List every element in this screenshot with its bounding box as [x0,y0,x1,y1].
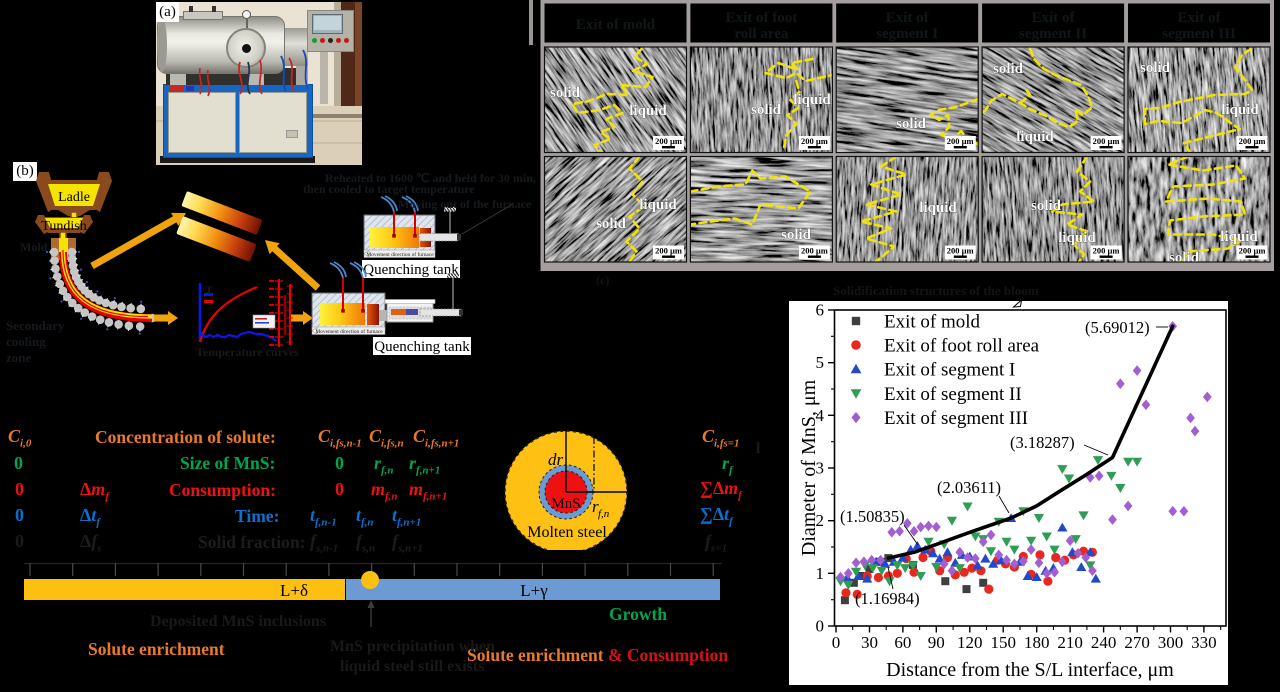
svg-text:(5.69012): (5.69012) [1085,318,1150,337]
svg-text:210: 210 [1057,633,1083,652]
svg-text:270: 270 [1124,633,1150,652]
svg-text:Distance from the S/L interfac: Distance from the S/L interface, μm [886,659,1174,681]
svg-text:(3.18287): (3.18287) [1010,433,1075,452]
svg-text:240: 240 [1091,633,1117,652]
svg-text:1: 1 [816,564,825,583]
svg-text:solid: solid [596,216,627,232]
svg-text:4: 4 [816,406,825,425]
svg-text:(1.16984): (1.16984) [855,589,920,608]
svg-text:solid: solid [993,61,1024,77]
svg-text:solid: solid [1169,250,1200,266]
svg-text:Quenching tank: Quenching tank [374,339,470,355]
svg-text:segment I: segment I [876,26,938,42]
svg-text:200 µm: 200 µm [947,136,974,146]
svg-text:f,n: f,n [598,508,610,520]
svg-text:0: 0 [816,617,825,636]
svg-text:0: 0 [832,633,841,652]
svg-text:150: 150 [990,633,1016,652]
svg-text:segment II: segment II [1019,26,1087,42]
svg-text:solid: solid [550,85,581,101]
svg-text:solid: solid [781,227,812,243]
svg-text:Exit of segment III: Exit of segment III [884,408,1028,429]
svg-text:liquid: liquid [1016,129,1054,145]
svg-text:120: 120 [957,633,983,652]
svg-text:180: 180 [1024,633,1050,652]
svg-text:5: 5 [816,353,825,372]
svg-text:solid: solid [896,116,927,132]
svg-text:30: 30 [861,633,878,652]
svg-text:Movement direction of furnace: Movement direction of furnace [315,328,383,335]
svg-text:Diameter of MnS, μm: Diameter of MnS, μm [798,379,820,556]
svg-text:solid: solid [751,102,782,118]
svg-text:6: 6 [816,301,825,320]
svg-text:200 µm: 200 µm [655,246,682,256]
svg-text:2: 2 [816,511,825,530]
svg-text:Exit of foot: Exit of foot [726,10,798,26]
svg-text:dr: dr [548,450,564,469]
svg-text:r: r [592,497,599,516]
svg-text:Exit of: Exit of [1178,10,1222,26]
svg-text:solid: solid [1140,60,1171,76]
svg-text:Quenching tank: Quenching tank [363,262,459,278]
svg-text:Exit of: Exit of [886,10,930,26]
svg-text:liquid: liquid [1221,102,1259,118]
svg-text:200 µm: 200 µm [947,246,974,256]
svg-text:3: 3 [816,459,825,478]
svg-text:Exit of mold: Exit of mold [884,312,981,333]
svg-text:200 µm: 200 µm [801,246,828,256]
svg-text:(1.50835): (1.50835) [840,507,905,526]
svg-text:liquid: liquid [1220,229,1258,245]
svg-text:liquid: liquid [1058,230,1096,246]
svg-text:liquid: liquid [639,197,677,213]
svg-text:L+δ: L+δ [280,581,308,600]
svg-text:200 µm: 200 µm [1239,246,1266,256]
svg-text:200 µm: 200 µm [655,136,682,146]
svg-text:200 µm: 200 µm [1093,136,1120,146]
svg-text:200 µm: 200 µm [1239,136,1266,146]
svg-text:Exit of segment I: Exit of segment I [884,360,1015,381]
svg-text:Movement direction of furnace: Movement direction of furnace [366,251,434,258]
svg-text:330: 330 [1191,633,1217,652]
svg-text:(2.03611): (2.03611) [937,478,1001,497]
svg-text:liquid: liquid [629,103,667,119]
svg-text:liquid: liquid [919,200,957,216]
svg-text:60: 60 [894,633,911,652]
svg-text:Molten steel: Molten steel [527,524,607,541]
svg-text:200 µm: 200 µm [1093,246,1120,256]
svg-text:Exit of: Exit of [1032,10,1076,26]
svg-text:200 µm: 200 µm [801,136,828,146]
svg-text:Tundish: Tundish [41,219,86,234]
svg-text:solid: solid [1031,198,1062,214]
svg-text:Exit of mold: Exit of mold [576,17,656,33]
svg-text:roll area: roll area [734,26,789,42]
svg-text:segment III: segment III [1162,26,1236,42]
svg-text:L+γ: L+γ [520,581,548,600]
svg-text:Ladle: Ladle [58,190,90,205]
svg-text:Exit of foot roll area: Exit of foot roll area [884,336,1040,357]
svg-text:MnS: MnS [551,496,580,512]
svg-text:90: 90 [928,633,945,652]
svg-text:300: 300 [1158,633,1184,652]
svg-text:liquid: liquid [793,92,831,108]
svg-text:Exit of segment II: Exit of segment II [884,384,1022,405]
